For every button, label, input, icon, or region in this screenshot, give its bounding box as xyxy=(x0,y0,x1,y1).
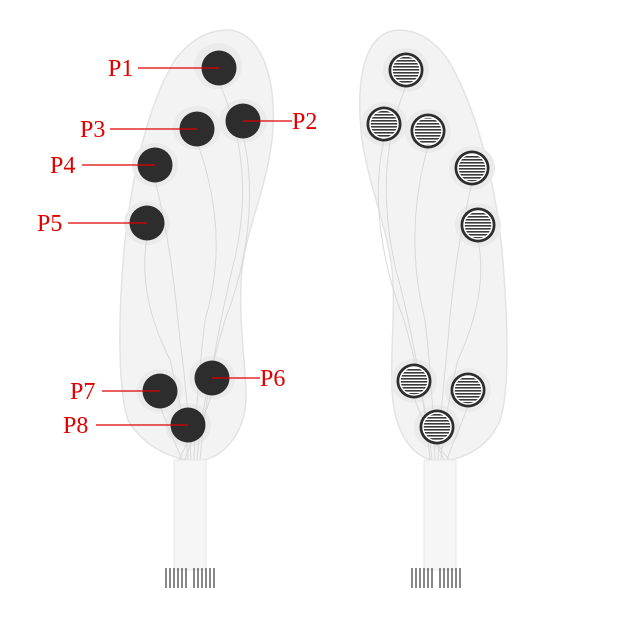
fsr-sensor-8 xyxy=(419,409,455,445)
label-p6: P6 xyxy=(260,366,285,392)
right-insole xyxy=(359,29,508,588)
left-insole: P1 P2 P3 P4 P5 P6 P7 P8 xyxy=(37,29,317,588)
label-p2: P2 xyxy=(292,109,317,135)
fsr-sensor-3 xyxy=(410,113,446,149)
leader-lines xyxy=(68,67,292,426)
left-connector-pins xyxy=(165,568,215,588)
fsr-sensor-2 xyxy=(366,106,402,142)
right-tail-connector xyxy=(423,459,457,571)
label-p5: P5 xyxy=(37,211,62,237)
right-sensors xyxy=(366,52,496,445)
left-tail-connector xyxy=(173,459,207,571)
sensor-labels: P1 P2 P3 P4 P5 P6 P7 P8 xyxy=(37,56,317,439)
right-connector-pins xyxy=(411,568,461,588)
label-p1: P1 xyxy=(108,56,133,82)
fsr-sensor-5 xyxy=(460,207,496,243)
fsr-sensor-6 xyxy=(396,363,432,399)
label-p7: P7 xyxy=(70,379,95,405)
label-p4: P4 xyxy=(50,153,75,179)
fsr-sensor-7 xyxy=(450,372,486,408)
label-p3: P3 xyxy=(80,117,105,143)
label-p8: P8 xyxy=(63,413,88,439)
fsr-sensor-4 xyxy=(454,150,490,186)
fsr-sensor-1 xyxy=(388,52,424,88)
